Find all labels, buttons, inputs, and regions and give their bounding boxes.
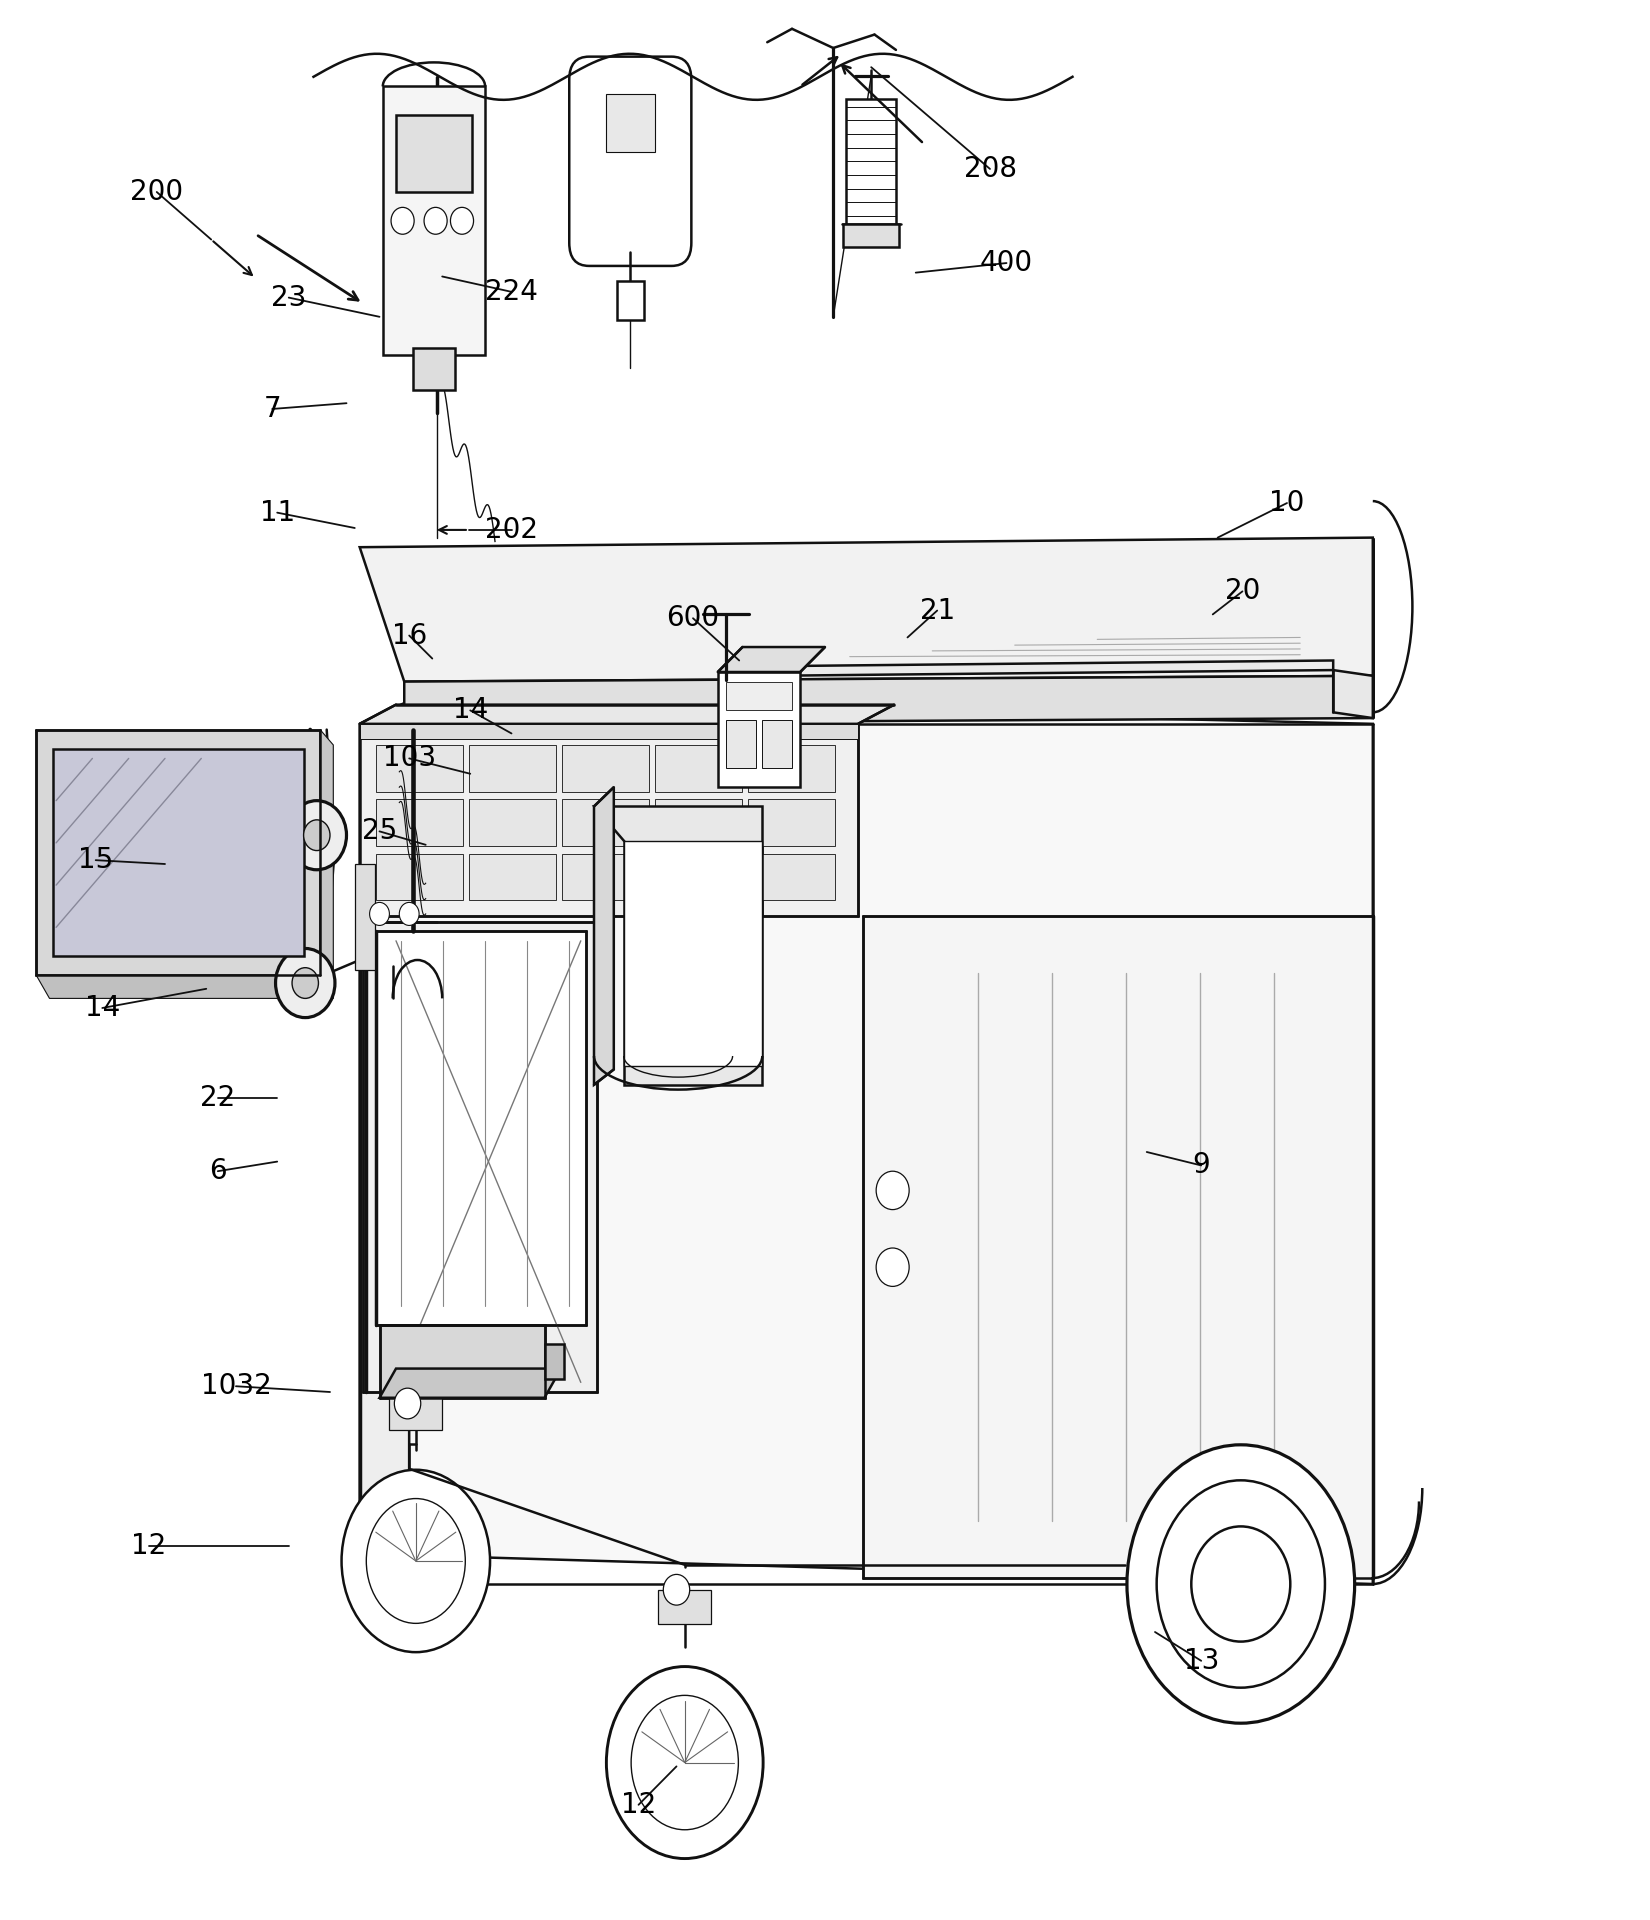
Bar xyxy=(749,745,835,791)
Bar xyxy=(655,854,742,900)
Polygon shape xyxy=(767,660,1333,676)
Polygon shape xyxy=(363,922,597,1392)
Text: 15: 15 xyxy=(78,847,114,874)
Circle shape xyxy=(424,207,447,234)
Bar xyxy=(617,280,644,321)
Bar xyxy=(606,94,655,152)
Bar xyxy=(376,799,462,847)
Bar xyxy=(563,799,648,847)
Circle shape xyxy=(450,207,474,234)
Circle shape xyxy=(391,207,414,234)
Polygon shape xyxy=(320,730,333,998)
Text: 20: 20 xyxy=(1224,578,1261,605)
Ellipse shape xyxy=(607,1667,762,1859)
Polygon shape xyxy=(360,538,1373,682)
Bar xyxy=(843,223,899,246)
Bar xyxy=(563,745,648,791)
Ellipse shape xyxy=(366,1498,465,1624)
Polygon shape xyxy=(380,1325,544,1398)
Bar xyxy=(655,745,742,791)
Text: 103: 103 xyxy=(383,745,436,772)
Text: 23: 23 xyxy=(271,284,307,311)
Bar xyxy=(749,854,835,900)
Circle shape xyxy=(399,902,419,925)
Circle shape xyxy=(394,1388,421,1419)
Circle shape xyxy=(276,948,335,1018)
Bar xyxy=(389,1396,442,1430)
Text: 9: 9 xyxy=(1193,1152,1209,1179)
Bar xyxy=(360,724,858,739)
Polygon shape xyxy=(718,672,800,787)
Text: 25: 25 xyxy=(361,818,398,845)
Bar xyxy=(469,854,556,900)
Bar xyxy=(655,799,742,847)
Bar xyxy=(396,115,472,192)
Text: 400: 400 xyxy=(980,250,1033,276)
Polygon shape xyxy=(360,724,858,916)
Text: 12: 12 xyxy=(620,1791,657,1818)
Bar xyxy=(412,348,455,390)
Bar xyxy=(469,799,556,847)
Text: 202: 202 xyxy=(485,516,538,543)
Bar xyxy=(846,98,896,223)
Text: 6: 6 xyxy=(210,1158,226,1185)
Bar xyxy=(726,682,792,710)
Polygon shape xyxy=(1333,670,1373,718)
Text: 1032: 1032 xyxy=(201,1373,271,1400)
Polygon shape xyxy=(376,931,586,1325)
Text: 21: 21 xyxy=(919,597,955,624)
Polygon shape xyxy=(36,975,333,998)
Circle shape xyxy=(304,820,330,851)
Circle shape xyxy=(1191,1526,1290,1642)
Text: 11: 11 xyxy=(259,499,295,526)
Text: 224: 224 xyxy=(485,278,538,305)
Text: 14: 14 xyxy=(452,697,488,724)
Bar xyxy=(469,745,556,791)
Polygon shape xyxy=(594,787,614,1085)
Bar xyxy=(749,799,835,847)
Polygon shape xyxy=(383,86,485,355)
Bar xyxy=(726,720,756,768)
Bar xyxy=(762,720,792,768)
Circle shape xyxy=(663,1574,690,1605)
FancyBboxPatch shape xyxy=(569,56,691,265)
Polygon shape xyxy=(718,647,825,672)
Polygon shape xyxy=(863,916,1373,1578)
Polygon shape xyxy=(360,705,894,724)
Polygon shape xyxy=(53,749,304,956)
Text: 208: 208 xyxy=(964,156,1016,182)
Ellipse shape xyxy=(630,1695,739,1830)
Text: 600: 600 xyxy=(667,605,719,632)
Text: 22: 22 xyxy=(200,1085,236,1112)
Text: 12: 12 xyxy=(130,1532,167,1559)
Ellipse shape xyxy=(342,1471,490,1651)
Polygon shape xyxy=(380,1369,561,1398)
Polygon shape xyxy=(36,730,320,975)
Polygon shape xyxy=(594,806,762,1085)
Circle shape xyxy=(292,968,318,998)
Circle shape xyxy=(876,1248,909,1286)
Text: 14: 14 xyxy=(84,995,120,1021)
Circle shape xyxy=(287,801,346,870)
Bar xyxy=(658,1590,711,1624)
Bar xyxy=(376,854,462,900)
Text: 200: 200 xyxy=(130,179,183,205)
Ellipse shape xyxy=(1127,1444,1355,1724)
Text: 7: 7 xyxy=(264,396,280,422)
Text: 13: 13 xyxy=(1183,1647,1219,1674)
Polygon shape xyxy=(404,676,1373,724)
Polygon shape xyxy=(409,701,1373,1584)
Text: 10: 10 xyxy=(1269,490,1305,516)
Bar xyxy=(563,854,648,900)
Polygon shape xyxy=(624,841,762,1066)
Bar xyxy=(544,1344,564,1379)
Polygon shape xyxy=(360,701,409,1584)
Text: 16: 16 xyxy=(391,622,427,649)
Circle shape xyxy=(370,902,389,925)
Ellipse shape xyxy=(1157,1480,1325,1688)
Bar xyxy=(376,745,462,791)
Circle shape xyxy=(876,1171,909,1210)
Bar xyxy=(355,864,375,970)
